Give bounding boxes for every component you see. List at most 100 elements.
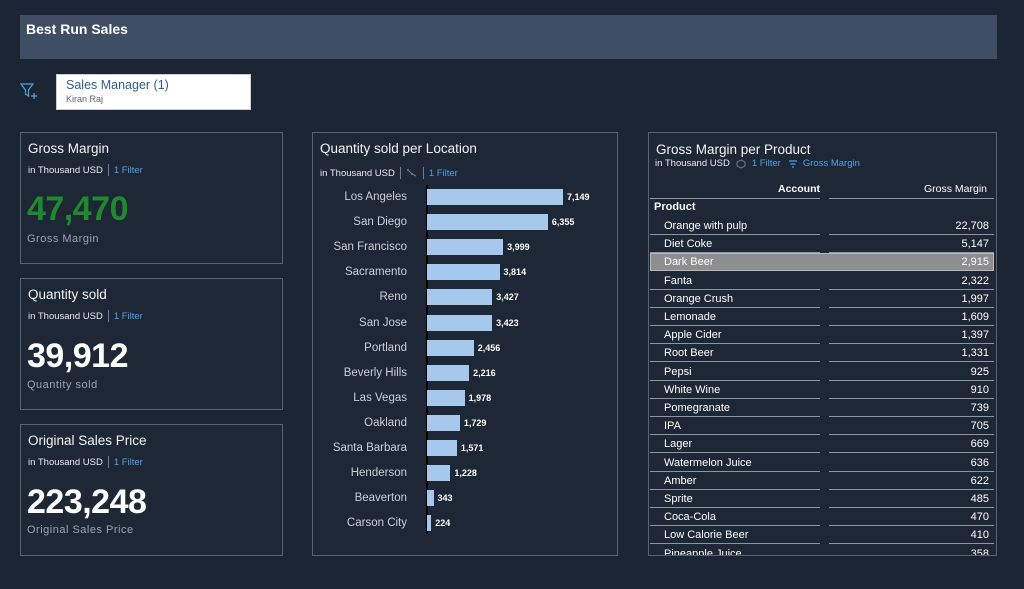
bar-row[interactable]: San Diego 6,355 <box>313 210 613 235</box>
gross-margin-cell: 470 <box>970 511 989 524</box>
table-row[interactable]: Pineapple Juice 358 <box>649 545 996 556</box>
table-row[interactable]: White Wine 910 <box>649 381 996 399</box>
kpi-tile-original-sales-price[interactable]: Original Sales Price in Thousand USD 1 F… <box>20 424 283 556</box>
table-row[interactable]: Watermelon Juice 636 <box>649 454 996 472</box>
column-header-gross-margin[interactable]: Gross Margin <box>829 181 994 199</box>
table-row[interactable]: Amber 622 <box>649 472 996 490</box>
filter-link[interactable]: 1 Filter <box>113 310 143 322</box>
bar-mark[interactable] <box>427 239 504 256</box>
product-name-cell: Pineapple Juice <box>664 547 742 556</box>
bar-value-label: 1,729 <box>463 417 487 428</box>
bar-value-label: 3,814 <box>503 267 527 278</box>
gross-margin-cell: 485 <box>970 493 989 505</box>
product-name-cell: Lager <box>664 438 693 451</box>
kpi-tile-gross-margin[interactable]: Gross Margin in Thousand USD 1 Filter 47… <box>20 132 283 264</box>
bar-row[interactable]: Beverly Hills 2,216 <box>313 361 613 386</box>
table-row[interactable]: Orange with pulp 22,708 <box>649 217 996 235</box>
bar-row[interactable]: Las Vegas 1,978 <box>313 386 613 411</box>
sales-manager-filter-token[interactable]: Sales Manager (1) Kiran Raj <box>56 74 251 110</box>
column-header-account[interactable]: Account <box>649 181 820 199</box>
product-name-cell: Diet Coke <box>664 238 713 251</box>
table-row[interactable]: Pomegranate 739 <box>649 399 996 417</box>
table-row[interactable]: Apple Cider 1,397 <box>649 326 996 345</box>
unit-label: in Thousand USD <box>28 164 103 176</box>
table-row[interactable]: IPA 705 <box>649 417 996 436</box>
table-tile-gross-margin-per-product[interactable]: Gross Margin per Product in Thousand USD… <box>648 132 997 556</box>
hierarchy-icon[interactable] <box>406 168 418 178</box>
bar-mark[interactable] <box>427 414 460 431</box>
bar-value-label: 1,978 <box>468 392 492 403</box>
bar-value-label: 343 <box>437 493 453 504</box>
bar-row[interactable]: Los Angeles 7,149 <box>313 185 613 210</box>
gross-margin-cell: 636 <box>970 456 989 469</box>
table-row[interactable]: Coca-Cola 470 <box>649 508 996 527</box>
kpi-tile-quantity-sold[interactable]: Quantity sold in Thousand USD 1 Filter 3… <box>20 278 283 410</box>
product-name-cell: Orange Crush <box>664 292 734 305</box>
kpi-value: 39,912 <box>27 337 129 375</box>
bar-value-label: 7,149 <box>567 192 590 202</box>
table-row[interactable]: Pepsi 925 <box>649 363 996 381</box>
bar-row[interactable]: San Jose 3,423 <box>313 311 613 336</box>
filter-link[interactable]: 1 Filter <box>113 456 143 468</box>
bar-value-label: 1,228 <box>454 468 477 479</box>
bar-mark[interactable] <box>427 314 493 331</box>
table-row[interactable]: Root Beer 1,331 <box>649 344 996 363</box>
bar-mark[interactable] <box>427 364 470 381</box>
bar-category-label: Sacramento <box>344 266 407 279</box>
bar-mark[interactable] <box>427 515 432 532</box>
page-title: Best Run Sales <box>26 21 128 37</box>
bar-row[interactable]: San Francisco 3,999 <box>313 235 613 260</box>
bar-mark[interactable] <box>427 465 451 482</box>
unit-label: in Thousand USD <box>655 158 730 169</box>
bar-value-label: 6,355 <box>551 217 575 228</box>
table-row[interactable]: Fanta 2,322 <box>649 272 996 290</box>
bar-mark[interactable] <box>427 490 434 507</box>
table-subtitle: in Thousand USD 1 Filter Gross Margin <box>655 158 860 169</box>
sort-icon[interactable] <box>781 159 803 169</box>
chart-subtitle: in Thousand USD 1 Filter <box>320 167 458 179</box>
bar-mark[interactable] <box>427 440 457 456</box>
filter-link[interactable]: 1 Filter <box>113 164 143 176</box>
bar-row[interactable]: Oakland 1,729 <box>313 411 613 436</box>
kpi-title: Original Sales Price <box>28 433 147 448</box>
bar-mark[interactable] <box>427 214 548 231</box>
filter-token-title: Sales Manager (1) <box>66 78 169 92</box>
product-name-cell: Amber <box>664 474 697 487</box>
table-row[interactable]: Low Calorie Beer 410 <box>649 526 996 545</box>
bar-row[interactable]: Santa Barbara 1,571 <box>313 436 613 461</box>
filter-link[interactable]: 1 Filter <box>428 167 458 179</box>
bar-row[interactable]: Henderson 1,228 <box>313 461 613 486</box>
product-name-cell: Orange with pulp <box>664 220 748 232</box>
bar-mark[interactable] <box>427 189 563 205</box>
bar-row[interactable]: Sacramento 3,814 <box>313 260 613 285</box>
bar-mark[interactable] <box>427 264 500 281</box>
chart-tile-quantity-per-location[interactable]: Quantity sold per Location in Thousand U… <box>312 132 618 556</box>
table-row[interactable]: Diet Coke 5,147 <box>649 235 996 254</box>
filter-link[interactable]: 1 Filter <box>751 158 781 169</box>
gross-margin-cell: 1,397 <box>961 329 989 342</box>
kpi-value: 47,470 <box>27 190 129 228</box>
table-row[interactable]: Orange Crush 1,997 <box>649 290 996 308</box>
bar-mark[interactable] <box>427 289 493 306</box>
gross-margin-cell: 410 <box>970 529 989 542</box>
bar-category-label: Los Angeles <box>344 191 407 203</box>
bar-category-label: Santa Barbara <box>332 442 407 454</box>
bar-value-label: 3,427 <box>496 292 519 303</box>
kpi-label: Gross Margin <box>27 233 100 245</box>
filter-add-icon[interactable] <box>20 82 40 100</box>
bar-row[interactable]: Portland 2,456 <box>313 336 613 361</box>
sort-measure-link[interactable]: Gross Margin <box>802 158 860 169</box>
bar-row[interactable]: Reno 3,427 <box>313 285 613 310</box>
cube-icon[interactable] <box>730 158 752 169</box>
bar-mark[interactable] <box>427 389 465 406</box>
category-axis <box>426 185 428 534</box>
bar-row[interactable]: Beaverton 343 <box>313 486 613 511</box>
table-row[interactable]: Lemonade 1,609 <box>649 308 996 326</box>
table-row[interactable]: Lager 669 <box>649 435 996 454</box>
bar-category-label: Las Vegas <box>353 391 407 404</box>
bar-mark[interactable] <box>427 339 474 356</box>
bar-row[interactable]: Carson City 224 <box>313 511 613 536</box>
table-row[interactable]: Dark Beer 2,915 <box>649 253 996 272</box>
table-row[interactable]: Sprite 485 <box>649 490 996 508</box>
gross-margin-cell: 1,331 <box>961 347 989 360</box>
